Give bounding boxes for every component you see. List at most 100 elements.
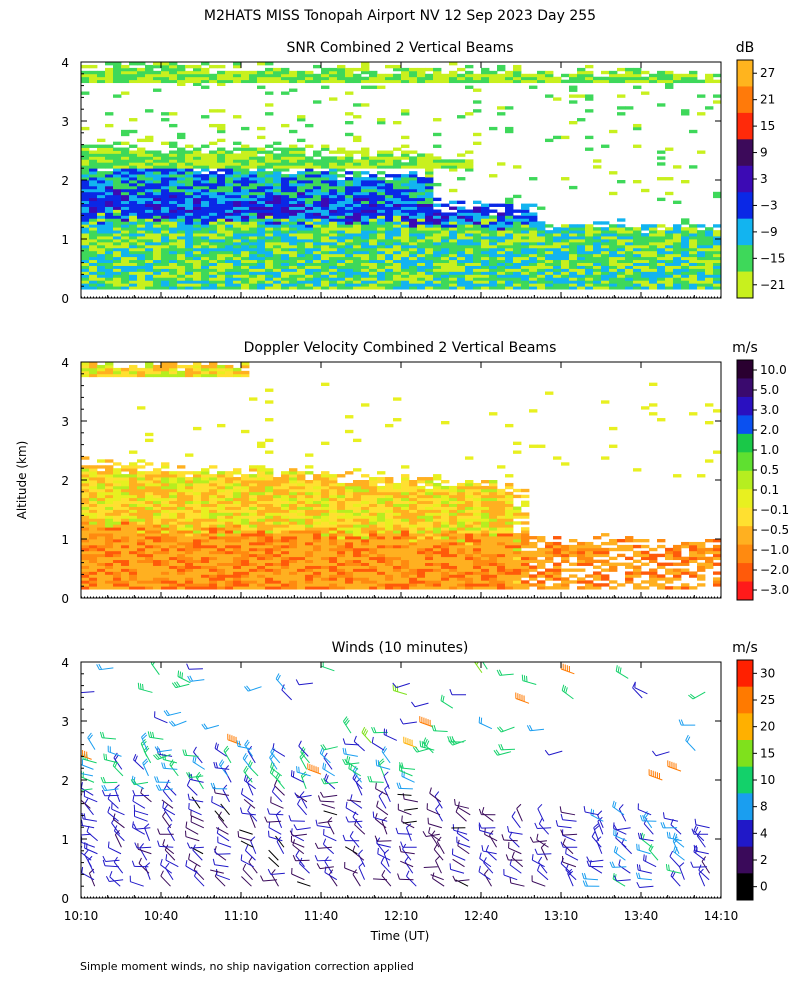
snr-cell xyxy=(161,79,170,84)
snr-cell xyxy=(313,271,322,275)
snr-cell xyxy=(441,250,450,255)
snr-cell xyxy=(481,79,490,84)
snr-cell xyxy=(241,236,250,240)
velocity-cell xyxy=(161,500,170,504)
snr-cell xyxy=(505,239,514,243)
snr-cell xyxy=(433,259,442,263)
snr-cell xyxy=(161,256,170,261)
snr-cell xyxy=(681,180,690,184)
snr-cell xyxy=(481,70,490,75)
snr-cell xyxy=(129,218,138,222)
snr-cell xyxy=(89,239,98,243)
snr-cell xyxy=(601,286,610,290)
snr-cell xyxy=(273,177,282,181)
snr-cell xyxy=(169,203,178,207)
snr-cell xyxy=(217,185,226,190)
velocity-cell xyxy=(289,553,298,558)
snr-cell xyxy=(513,268,522,272)
snr-cell xyxy=(97,171,106,175)
velocity-cell xyxy=(169,580,178,584)
snr-cell xyxy=(89,174,98,178)
snr-cell xyxy=(257,159,266,163)
snr-cell xyxy=(713,265,721,269)
snr-cell xyxy=(625,274,634,278)
snr-cell xyxy=(121,188,130,193)
snr-cell xyxy=(249,233,258,237)
snr-cell xyxy=(337,224,346,228)
velocity-cell xyxy=(121,541,130,546)
snr-cell xyxy=(585,268,594,272)
snr-cell xyxy=(617,79,626,84)
snr-cell xyxy=(153,156,162,160)
snr-cell xyxy=(137,79,146,84)
snr-cell xyxy=(705,274,714,278)
snr-cell xyxy=(329,268,338,272)
snr-cell xyxy=(681,76,690,81)
snr-cell xyxy=(329,197,338,202)
snr-cell xyxy=(265,73,274,78)
velocity-cell xyxy=(121,500,130,504)
snr-cell xyxy=(81,236,90,240)
snr-cell xyxy=(265,268,274,272)
velocity-cell xyxy=(97,577,106,581)
snr-cell xyxy=(121,250,130,255)
velocity-cell xyxy=(257,571,266,575)
velocity-cell xyxy=(185,571,194,575)
snr-cell xyxy=(177,268,186,272)
snr-cell xyxy=(289,218,298,222)
snr-cell xyxy=(521,212,530,216)
snr-cell xyxy=(177,259,186,263)
snr-cell xyxy=(481,280,490,284)
snr-cell xyxy=(521,73,530,78)
velocity-cell xyxy=(161,370,170,375)
snr-cell xyxy=(513,218,522,222)
snr-cell xyxy=(689,233,698,237)
snr-cell xyxy=(465,215,474,219)
snr-cell xyxy=(329,76,338,81)
velocity-cell xyxy=(217,536,226,540)
snr-cell xyxy=(633,271,642,275)
velocity-cell xyxy=(305,485,314,490)
snr-cell xyxy=(425,283,434,287)
snr-cell xyxy=(273,206,282,210)
snr-cell xyxy=(473,209,482,213)
velocity-cell xyxy=(289,485,298,490)
snr-cell xyxy=(297,271,306,275)
snr-cell xyxy=(465,150,474,154)
velocity-cell xyxy=(105,362,114,366)
snr-cell xyxy=(385,280,394,284)
snr-cell xyxy=(713,194,721,199)
snr-cell xyxy=(417,185,426,190)
snr-cell xyxy=(513,230,522,234)
snr-cell xyxy=(249,182,258,187)
velocity-cell xyxy=(145,583,154,587)
velocity-cell xyxy=(193,577,202,581)
snr-cell xyxy=(425,73,434,78)
snr-cell xyxy=(185,165,194,169)
snr-cell xyxy=(233,256,242,261)
snr-cell xyxy=(89,268,98,272)
snr-cell xyxy=(313,153,322,157)
snr-cell xyxy=(89,150,98,154)
velocity-cell xyxy=(185,547,194,552)
snr-cell xyxy=(401,218,410,222)
snr-cell xyxy=(593,230,602,234)
snr-cell xyxy=(169,73,178,78)
snr-cell xyxy=(345,194,354,199)
snr-cell xyxy=(681,286,690,290)
snr-cell xyxy=(233,227,242,231)
velocity-cell xyxy=(257,559,266,563)
snr-cell xyxy=(81,283,90,287)
snr-cell xyxy=(401,67,410,72)
velocity-cell xyxy=(273,580,282,584)
snr-cell xyxy=(697,230,706,234)
snr-cell xyxy=(465,76,474,81)
velocity-cell xyxy=(129,571,138,575)
snr-cell xyxy=(281,259,290,263)
velocity-cell xyxy=(209,367,218,372)
snr-cell xyxy=(377,79,386,84)
snr-cell xyxy=(489,253,498,258)
velocity-cell xyxy=(177,364,186,369)
snr-cell xyxy=(233,188,242,193)
snr-cell xyxy=(409,200,418,204)
